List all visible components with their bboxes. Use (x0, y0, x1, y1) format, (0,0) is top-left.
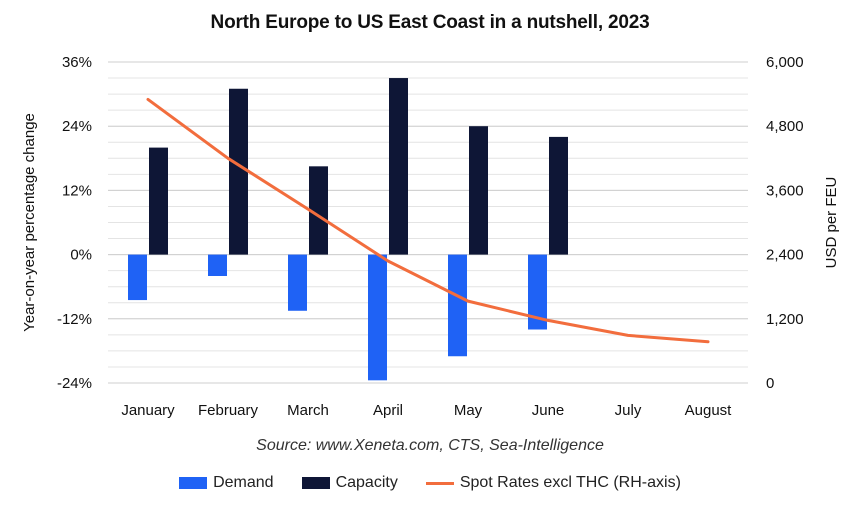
chart-plot: 36% 6,000 24% 4,800 12% 3,600 0% 2,400 -12% 1,200… (21, 54, 840, 419)
y2-tick-label: 6,000 (766, 54, 804, 71)
x-tick-label: July (615, 402, 642, 419)
y-tick-label: 12% (62, 182, 92, 199)
bar-demand (208, 254, 227, 276)
bar-capacity (229, 88, 248, 255)
legend-item-capacity: Capacity (301, 474, 398, 492)
legend-swatch-spot-rates (425, 481, 454, 485)
chart-source: Source: www.Xeneta.com, CTS, Sea-Intelli… (256, 437, 604, 454)
legend-item-demand: Demand (179, 474, 274, 492)
legend-swatch-demand (179, 477, 208, 489)
legend-swatch-capacity (301, 477, 330, 489)
legend-item-spot-rates: Spot Rates excl THC (RH-axis) (425, 474, 681, 492)
bar-demand (368, 254, 387, 381)
bar-capacity (469, 126, 488, 255)
bar-demand (448, 254, 467, 357)
bar-demand (128, 254, 147, 301)
y-tick-label: -24% (57, 375, 92, 392)
x-tick-label: May (454, 402, 483, 419)
y2-tick-label: 0 (766, 375, 774, 392)
y-axis-title: Year-on-year percentage change (21, 113, 38, 332)
y2-tick-label: 4,800 (766, 118, 804, 135)
bar-capacity (309, 166, 328, 255)
x-tick-label: March (287, 402, 329, 419)
bar-capacity (389, 78, 408, 255)
series-line-spot-rates (146, 97, 710, 344)
y-tick-label: 0% (70, 247, 92, 264)
y-tick-label: -12% (57, 311, 92, 328)
legend-label-demand: Demand (213, 474, 274, 491)
y2-tick-label: 1,200 (766, 311, 804, 328)
y-tick-label: 36% (62, 54, 92, 71)
x-tick-label: August (685, 402, 733, 419)
y2-tick-label: 2,400 (766, 247, 804, 264)
chart-legend: Demand Capacity Spot Rates excl THC (RH-… (0, 474, 860, 492)
y2-tick-label: 3,600 (766, 182, 804, 199)
chart-title: North Europe to US East Coast in a nutsh… (210, 12, 650, 33)
x-tick-label: February (198, 402, 259, 419)
bar-capacity (149, 147, 168, 255)
x-tick-label: January (121, 402, 175, 419)
legend-label-spot-rates: Spot Rates excl THC (RH-axis) (459, 474, 681, 491)
bar-demand (288, 254, 307, 311)
bar-capacity (549, 136, 568, 255)
y2-axis-title: USD per FEU (823, 177, 840, 269)
x-tick-label: June (532, 402, 565, 419)
x-tick-label: April (373, 402, 403, 419)
legend-label-capacity: Capacity (335, 474, 398, 491)
y-tick-label: 24% (62, 118, 92, 135)
bar-demand (528, 254, 547, 330)
